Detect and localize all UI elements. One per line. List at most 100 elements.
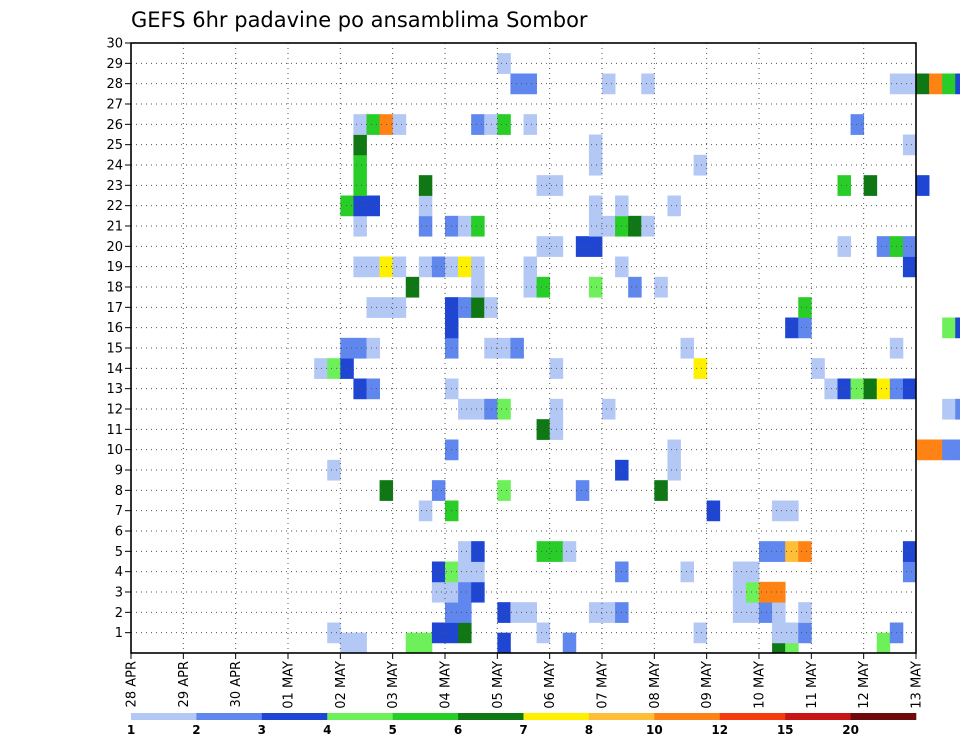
heatmap-cell <box>340 337 354 359</box>
heatmap-cell <box>353 154 367 176</box>
x-tick-label: 08 MAY <box>648 661 663 709</box>
heatmap-cell <box>458 581 472 603</box>
heatmap-cell <box>588 134 603 156</box>
heatmap-cell <box>562 632 577 654</box>
y-tick-label: 28 <box>106 77 123 92</box>
heatmap-cell <box>536 276 551 298</box>
heatmap-cell <box>588 236 603 257</box>
colorbar-label: 7 <box>519 723 527 737</box>
heatmap-cell <box>471 276 485 298</box>
heatmap-cell <box>327 358 341 379</box>
heatmap-cell <box>458 256 472 278</box>
heatmap-cell <box>458 398 472 420</box>
heatmap-cell <box>471 215 485 237</box>
heatmap-cell <box>772 581 786 603</box>
colorbar-label: 4 <box>323 723 331 737</box>
colorbar-label: 5 <box>388 723 396 737</box>
colorbar-segment <box>327 713 393 720</box>
x-tick-label: 12 MAY <box>857 661 872 709</box>
heatmap-cell <box>588 602 603 623</box>
heatmap-cell <box>876 378 891 400</box>
heatmap-cell <box>471 541 485 562</box>
y-tick-label: 16 <box>106 321 123 336</box>
y-axis: 1234567891011121314151617181920212223242… <box>106 37 131 641</box>
heatmap-cell <box>693 622 708 644</box>
y-tick-label: 5 <box>115 545 123 560</box>
x-tick-label: 05 MAY <box>491 661 506 709</box>
x-tick-label: 04 MAY <box>439 661 454 709</box>
heatmap-cell <box>929 439 943 461</box>
heatmap-cell <box>471 297 485 318</box>
y-tick-label: 7 <box>115 504 123 519</box>
heatmap-cell <box>366 337 380 359</box>
y-tick-label: 20 <box>106 240 123 255</box>
heatmap-cell <box>458 602 472 623</box>
heatmap-cell <box>863 378 878 400</box>
heatmap-cell <box>667 439 681 461</box>
heatmap-cell <box>902 134 917 156</box>
colorbar-segment <box>458 713 524 720</box>
colorbar-segment <box>131 713 197 720</box>
heatmap-cell <box>418 195 433 217</box>
heatmap-cell <box>497 602 511 623</box>
heatmap-cell <box>955 439 960 461</box>
heatmap-cell <box>458 215 472 237</box>
heatmap-cell <box>798 602 812 623</box>
colorbar-label: 3 <box>258 723 266 737</box>
y-tick-label: 30 <box>106 37 123 52</box>
heatmap-cell <box>418 500 433 522</box>
heatmap-cell <box>902 73 917 95</box>
heatmap-cell <box>510 602 524 623</box>
heatmap-cell <box>876 632 891 654</box>
heatmap-cell <box>732 561 747 583</box>
x-tick-label: 11 MAY <box>805 661 820 709</box>
heatmap-cell <box>497 398 511 420</box>
y-tick-label: 1 <box>115 626 123 641</box>
heatmap-cell <box>837 378 851 400</box>
heatmap-cell <box>772 602 786 623</box>
heatmap-cell <box>353 378 367 400</box>
heatmap-cell <box>902 561 917 583</box>
heatmap-cell <box>759 541 773 562</box>
colorbar-label: 12 <box>711 723 728 737</box>
heatmap-cell <box>418 632 433 654</box>
heatmap-cell <box>916 73 930 95</box>
heatmap-cell <box>353 256 367 278</box>
heatmap-cell <box>745 581 760 603</box>
x-tick-label: 03 MAY <box>386 661 401 709</box>
heatmap-cell <box>602 73 616 95</box>
heatmap-cell <box>588 276 603 298</box>
y-tick-label: 21 <box>106 220 123 235</box>
colorbar-segment <box>523 713 590 720</box>
heatmap-cell <box>706 500 721 522</box>
heatmap-cell <box>327 459 341 481</box>
heatmap-cell <box>575 480 590 501</box>
heatmap-cell <box>942 73 956 95</box>
colorbar-segment <box>850 713 917 720</box>
heatmap-cell <box>798 622 812 644</box>
heatmap-cell <box>693 358 708 379</box>
x-tick-label: 13 MAY <box>910 661 925 709</box>
heatmap-cell <box>602 602 616 623</box>
y-tick-label: 14 <box>106 362 123 377</box>
heatmap-cell <box>837 175 851 196</box>
heatmap-cell <box>523 276 537 298</box>
heatmap-cell <box>536 541 551 562</box>
heatmap-cells <box>314 53 960 654</box>
x-tick-label: 09 MAY <box>700 661 715 709</box>
y-tick-label: 26 <box>106 118 123 133</box>
heatmap-cell <box>431 561 446 583</box>
heatmap-cell <box>772 500 786 522</box>
heatmap-cell <box>471 114 485 135</box>
heatmap-cell <box>392 114 407 135</box>
heatmap-cell <box>536 622 551 644</box>
heatmap-cell <box>458 561 472 583</box>
heatmap-cell <box>340 195 354 217</box>
heatmap-cell <box>366 256 380 278</box>
heatmap-cell <box>366 195 380 217</box>
heatmap-cell <box>759 581 773 603</box>
colorbar-label: 20 <box>842 723 859 737</box>
colorbar-segment <box>654 713 721 720</box>
heatmap-cell <box>471 398 485 420</box>
